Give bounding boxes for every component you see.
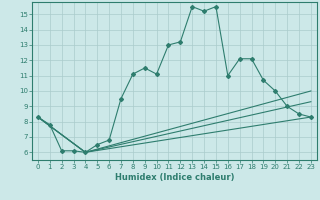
X-axis label: Humidex (Indice chaleur): Humidex (Indice chaleur) — [115, 173, 234, 182]
